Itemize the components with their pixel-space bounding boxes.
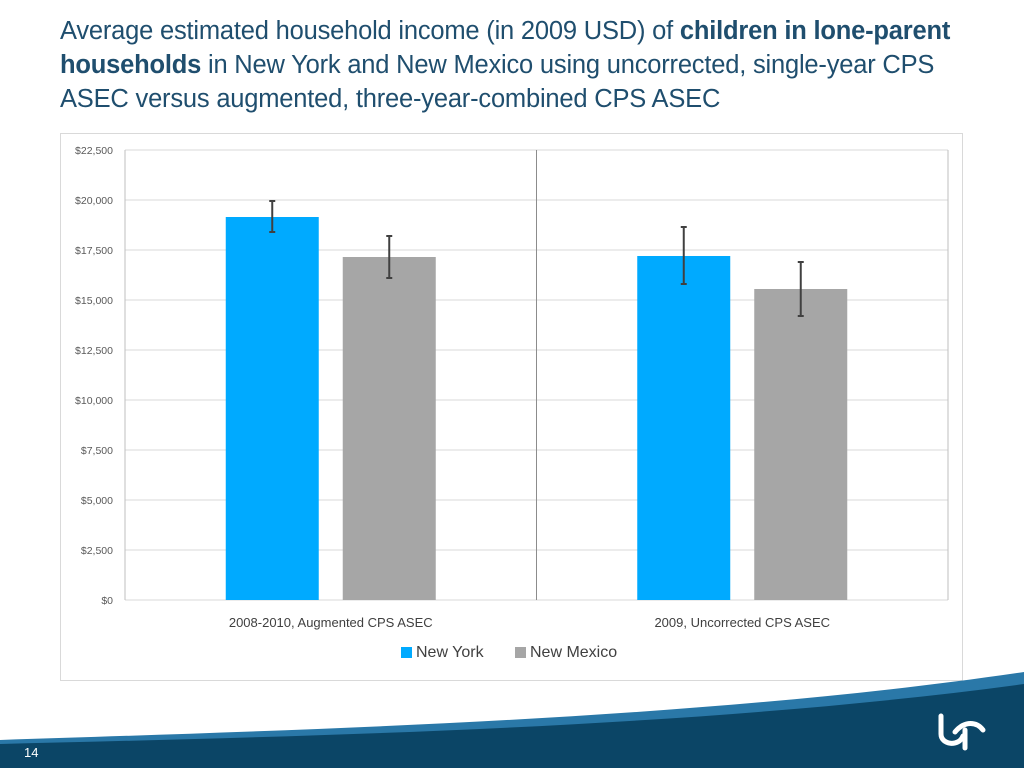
y-tick-label: $2,500	[81, 545, 113, 557]
x-category-label: 2009, Uncorrected CPS ASEC	[654, 615, 830, 630]
bar-new-mexico	[754, 289, 848, 600]
y-tick-label: $20,000	[75, 195, 113, 207]
bar-chart: $0 $2,500 $5,000 $7,500 $10,000 $12,500 $15,00…	[75, 145, 949, 661]
y-tick-label: $15,000	[75, 295, 113, 307]
y-tick-label: $5,000	[81, 495, 113, 507]
chart-container: $0 $2,500 $5,000 $7,500 $10,000 $12,500 $15,00…	[60, 133, 963, 681]
x-category-label: 2008-2010, Augmented CPS ASEC	[229, 615, 433, 630]
legend-label: New Mexico	[530, 644, 617, 661]
y-tick-label: $0	[101, 595, 113, 607]
legend-label: New York	[416, 644, 485, 661]
footer-wave-dark	[0, 684, 1024, 768]
y-tick-label: $17,500	[75, 245, 113, 257]
title-bold-part: children in lone-parent households	[60, 17, 951, 79]
bar-new-mexico	[342, 257, 436, 600]
slide-title: Average estimated household income (in 2…	[60, 14, 960, 116]
title-part-1: Average estimated household income (in 2…	[60, 17, 680, 45]
bar-new-york	[637, 256, 731, 600]
legend-swatch-new-york	[401, 647, 412, 658]
footer-band	[0, 672, 1024, 768]
y-tick-label: $7,500	[81, 445, 113, 457]
legend-swatch-new-mexico	[515, 647, 526, 658]
title-part-2: in New York and New Mexico using uncorre…	[60, 51, 935, 113]
bar-new-york	[225, 217, 319, 600]
y-tick-label: $22,500	[75, 145, 113, 157]
y-tick-label: $12,500	[75, 345, 113, 357]
y-tick-label: $10,000	[75, 395, 113, 407]
page-number: 14	[24, 745, 39, 760]
university-logo-icon	[935, 712, 987, 757]
